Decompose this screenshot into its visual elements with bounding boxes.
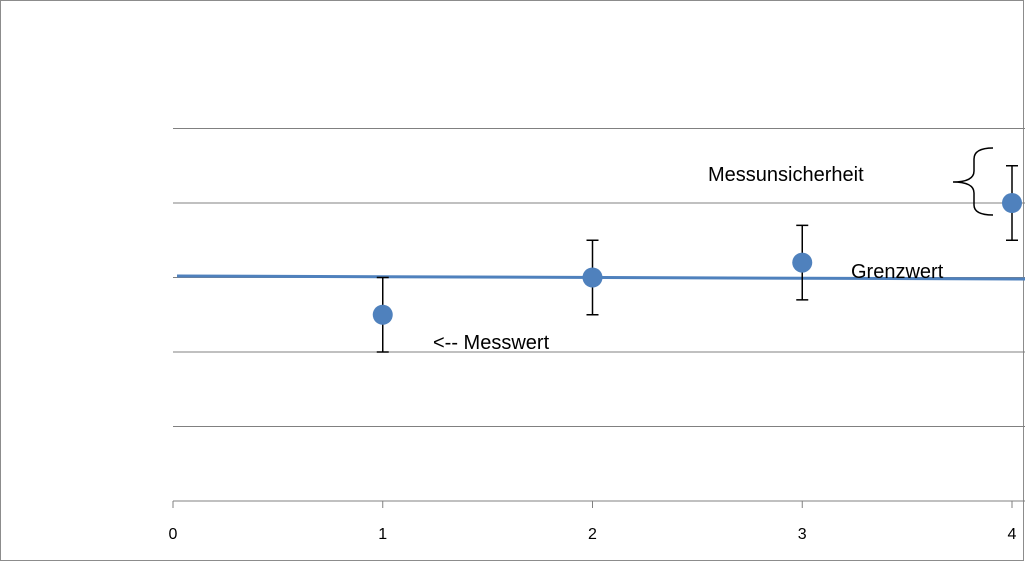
data-point-2 [582,267,603,288]
x-tick-label-2: 2 [588,526,597,543]
data-point-3 [792,252,813,273]
x-tick-label-0: 0 [169,526,178,543]
annotation-messunsicherheit: Messunsicherheit [708,164,864,186]
x-tick-label-1: 1 [378,526,387,543]
x-tick-label-3: 3 [798,526,807,543]
annotation-grenzwert: Grenzwert [851,261,944,283]
data-point-4 [1002,193,1022,213]
annotation-messwert: <-- Messwert [433,332,550,354]
data-point-1 [372,304,393,325]
brace-messunsicherheit [952,147,994,216]
x-tick-label-4: 4 [1008,526,1017,543]
